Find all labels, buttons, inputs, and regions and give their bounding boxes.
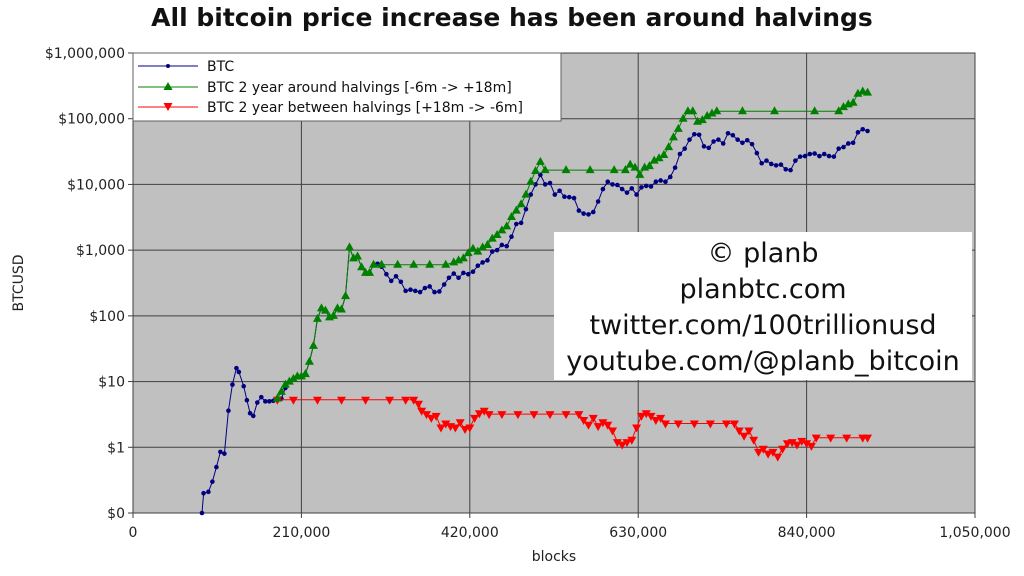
legend-item-btc: BTC [138, 59, 234, 75]
chart-title: All bitcoin price increase has been arou… [151, 3, 873, 32]
triangle-up-marker-icon [163, 82, 173, 90]
copyright-watermark: © planb planbtc.com twitter.com/100trill… [554, 232, 972, 380]
y-tick-label: $10 [98, 375, 125, 391]
watermark-line-author: © planb [707, 238, 819, 269]
legend-label-between-halvings: BTC 2 year between halvings [+18m -> -6m… [207, 100, 523, 116]
series-triangle-down [272, 396, 873, 462]
circle-marker-icon [166, 64, 170, 68]
legend-label-around-halvings: BTC 2 year around halvings [-6m -> +18m] [207, 80, 512, 96]
watermark-line-twitter: twitter.com/100trillionusd [589, 310, 937, 341]
y-tick-label: $1 [107, 440, 125, 456]
y-tick-label: $1,000,000 [45, 46, 125, 62]
x-tick-label: 840,000 [778, 525, 836, 541]
x-tick-label: 630,000 [609, 525, 667, 541]
legend-item-between-halvings: BTC 2 year between halvings [+18m -> -6m… [138, 100, 523, 116]
triangle-down-marker-icon [163, 103, 173, 111]
watermark-line-youtube: youtube.com/@planb_bitcoin [566, 346, 960, 377]
x-tick-label: 1,050,000 [939, 525, 1010, 541]
y-axis-title: BTCUSD [11, 254, 27, 311]
watermark-line-website: planbtc.com [679, 274, 847, 305]
y-tick-label: $100,000 [58, 112, 125, 128]
x-tick-label: 210,000 [272, 525, 330, 541]
data-series [199, 86, 873, 516]
series-triangle-up [272, 86, 873, 402]
y-tick-label: $1,000 [76, 243, 125, 259]
legend-box [132, 52, 562, 122]
y-tick-label: $0 [107, 506, 125, 522]
y-tick-label: $100 [89, 309, 125, 325]
x-axis-title: blocks [532, 549, 576, 565]
y-tick-label: $10,000 [67, 177, 125, 193]
axis-ticks: $0 $1 $10 $100 $1,000 $10,000 $100,000 $1,000,0… [45, 46, 1011, 541]
x-tick-label: 0 [129, 525, 138, 541]
legend-label-btc: BTC [207, 59, 234, 75]
legend: BTC BTC 2 year around halvings [-6m -> +… [132, 52, 562, 122]
x-tick-label: 420,000 [441, 525, 499, 541]
legend-item-around-halvings: BTC 2 year around halvings [-6m -> +18m] [138, 80, 512, 96]
